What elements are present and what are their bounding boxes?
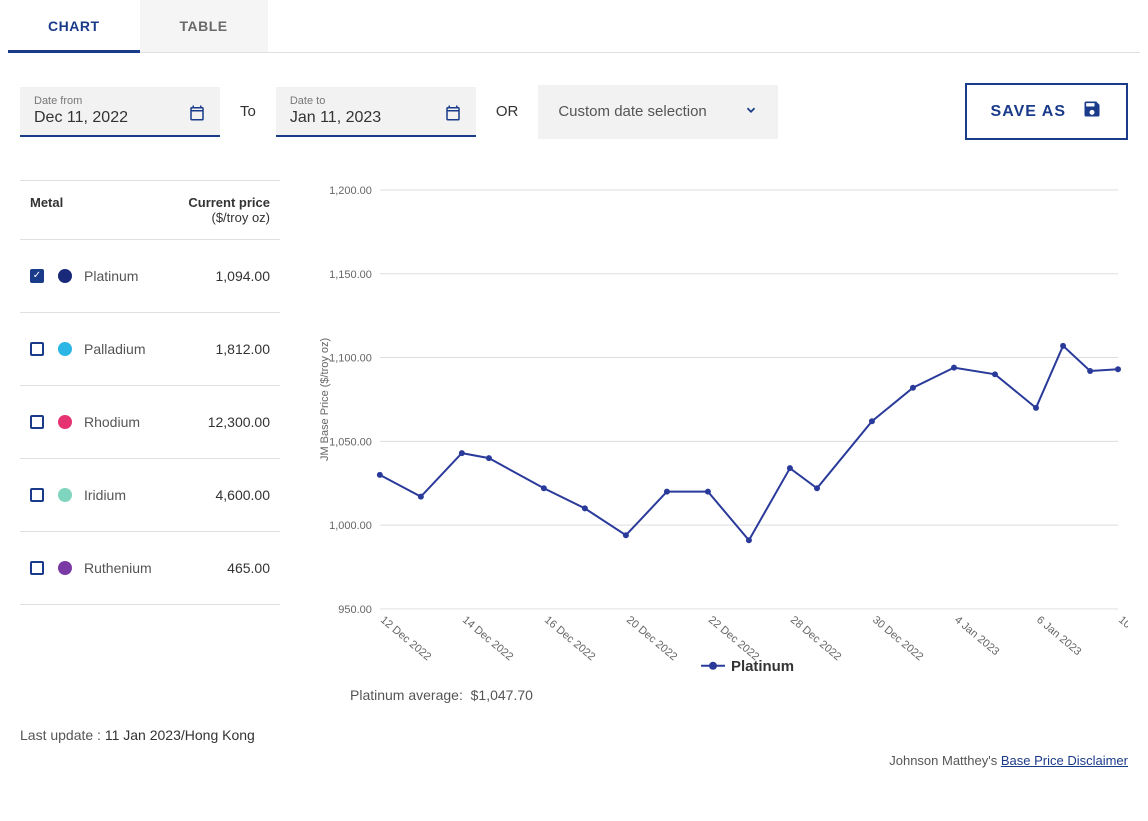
custom-date-select[interactable]: Custom date selection [538,85,778,139]
metal-checkbox[interactable] [30,342,44,356]
or-label: OR [496,103,519,120]
date-to-field[interactable]: Date to Jan 11, 2023 [276,87,476,137]
custom-date-label: Custom date selection [558,103,706,120]
tab-chart[interactable]: CHART [8,0,140,52]
svg-text:28 Dec 2022: 28 Dec 2022 [788,614,843,663]
controls-row: Date from Dec 11, 2022 To Date to Jan 11… [8,83,1140,140]
svg-text:6 Jan 2023: 6 Jan 2023 [1034,614,1083,658]
average-value: $1,047.70 [471,687,533,703]
metal-swatch [58,561,72,575]
metal-price: 465.00 [227,560,270,576]
metal-row: Platinum 1,094.00 [20,240,280,313]
metal-checkbox[interactable] [30,415,44,429]
metal-name: Palladium [84,341,216,357]
metal-swatch [58,488,72,502]
svg-text:12 Dec 2022: 12 Dec 2022 [378,614,433,663]
metal-checkbox[interactable] [30,269,44,283]
metal-name: Rhodium [84,414,208,430]
svg-text:JM Base Price ($/troy oz): JM Base Price ($/troy oz) [319,338,331,461]
metals-header-unit: ($/troy oz) [188,210,270,225]
metal-price: 4,600.00 [216,487,271,503]
save-icon [1082,99,1102,124]
metal-name: Platinum [84,268,216,284]
save-as-button[interactable]: SAVE AS [965,83,1128,140]
svg-text:1,200.00: 1,200.00 [329,185,372,197]
date-to-value: Jan 11, 2023 [290,109,381,126]
date-from-value: Dec 11, 2022 [34,109,128,126]
metal-name: Iridium [84,487,216,503]
metal-row: Ruthenium 465.00 [20,532,280,605]
svg-text:1,100.00: 1,100.00 [329,353,372,365]
svg-text:20 Dec 2022: 20 Dec 2022 [624,614,679,663]
metals-header-price: Current price [188,195,270,210]
metal-price: 1,812.00 [216,341,271,357]
disclaimer: Johnson Matthey's Base Price Disclaimer [8,753,1140,768]
metal-name: Ruthenium [84,560,227,576]
tabs: CHART TABLE [8,0,1140,53]
metal-row: Rhodium 12,300.00 [20,386,280,459]
svg-text:950.00: 950.00 [338,604,372,616]
metals-table: Metal Current price ($/troy oz) Platinum… [20,180,280,703]
metal-swatch [58,342,72,356]
disclaimer-prefix: Johnson Matthey's [889,753,1001,768]
metal-checkbox[interactable] [30,488,44,502]
svg-text:22 Dec 2022: 22 Dec 2022 [706,614,761,663]
save-as-label: SAVE AS [991,103,1066,121]
date-from-label: Date from [34,95,188,107]
metal-row: Iridium 4,600.00 [20,459,280,532]
calendar-icon [444,104,462,127]
metal-price: 1,094.00 [216,268,271,284]
metal-row: Palladium 1,812.00 [20,313,280,386]
date-from-field[interactable]: Date from Dec 11, 2022 [20,87,220,137]
to-label: To [240,103,256,120]
last-update-label: Last update : [20,727,101,743]
average-label: Platinum average: [350,687,463,703]
tab-table[interactable]: TABLE [140,0,268,52]
chevron-down-icon [744,103,758,121]
svg-text:4 Jan 2023: 4 Jan 2023 [952,614,1001,658]
svg-text:30 Dec 2022: 30 Dec 2022 [870,614,925,663]
price-chart: 950.00 1,000.00 1,050.00 1,100.00 1,150.00 1,… [310,180,1128,679]
svg-text:14 Dec 2022: 14 Dec 2022 [460,614,515,663]
chart-area: 950.00 1,000.00 1,050.00 1,100.00 1,150.00 1,… [310,180,1128,703]
metal-swatch [58,269,72,283]
metals-header-metal: Metal [30,195,63,225]
svg-text:1,150.00: 1,150.00 [329,269,372,281]
svg-text:1,000.00: 1,000.00 [329,520,372,532]
date-to-label: Date to [290,95,444,107]
svg-text:16 Dec 2022: 16 Dec 2022 [542,614,597,663]
disclaimer-link[interactable]: Base Price Disclaimer [1001,753,1128,768]
svg-text:1,050.00: 1,050.00 [329,436,372,448]
last-update-value: 11 Jan 2023/Hong Kong [105,727,255,743]
svg-text:Platinum: Platinum [731,658,794,675]
last-update: Last update : 11 Jan 2023/Hong Kong [8,727,1140,743]
metal-swatch [58,415,72,429]
metal-checkbox[interactable] [30,561,44,575]
svg-text:10 Jan 2023: 10 Jan 2023 [1116,614,1128,662]
calendar-icon [188,104,206,127]
metal-price: 12,300.00 [208,414,270,430]
